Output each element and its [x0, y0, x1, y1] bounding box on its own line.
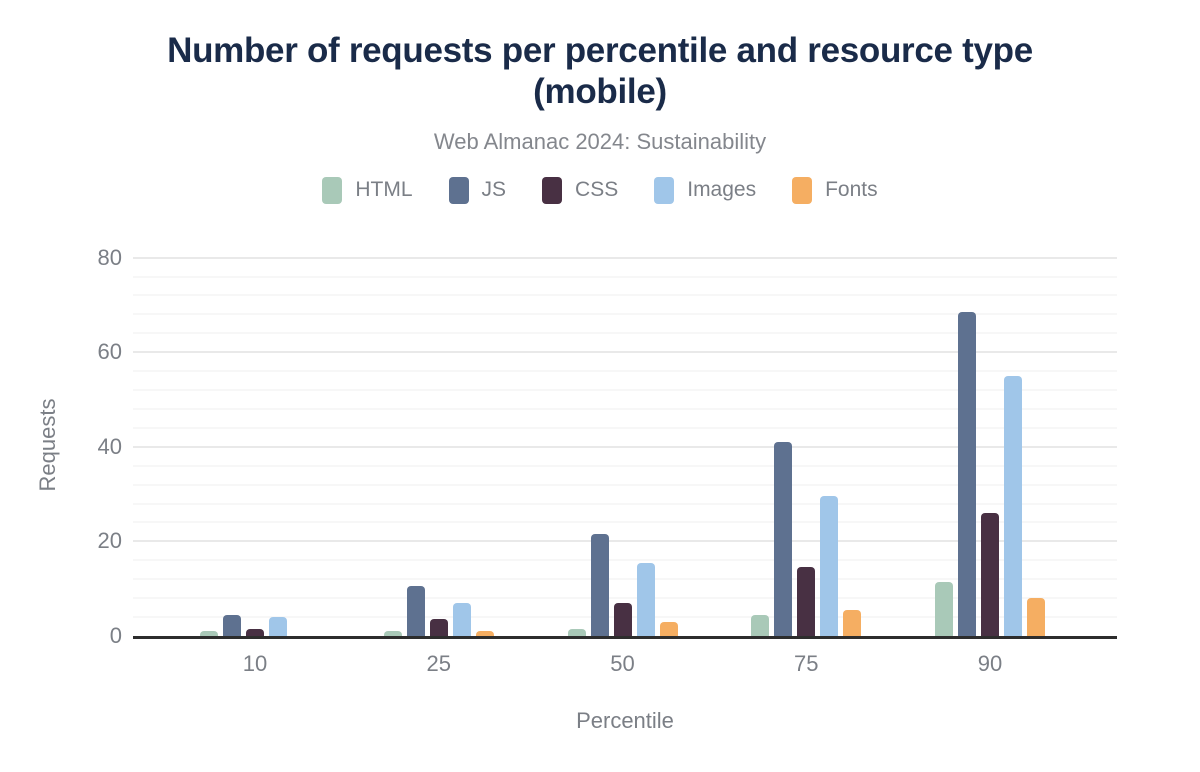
- legend-label: CSS: [575, 178, 619, 202]
- bar-images-p90[interactable]: [1004, 376, 1022, 636]
- chart-subtitle: Web Almanac 2024: Sustainability: [433, 128, 767, 154]
- chart-title: Number of requests per percentile and re…: [167, 31, 1033, 112]
- minor-gridline: [133, 313, 1117, 316]
- bar-js-p50[interactable]: [590, 534, 609, 636]
- x-tick-label: 75: [794, 651, 819, 676]
- major-gridline: [133, 256, 1117, 259]
- bar-html-p50[interactable]: [567, 629, 586, 636]
- minor-gridline: [133, 389, 1117, 392]
- x-tick-label: 10: [242, 651, 268, 676]
- minor-gridline: [133, 275, 1117, 278]
- minor-gridline: [133, 521, 1117, 524]
- minor-gridline: [133, 370, 1117, 373]
- bar-js-p25[interactable]: [406, 586, 425, 636]
- legend-label: HTML: [355, 178, 413, 202]
- legend-swatch-images: [654, 176, 675, 204]
- bar-images-p25[interactable]: [452, 603, 471, 636]
- major-gridline: [133, 351, 1117, 354]
- bar-fonts-p50[interactable]: [659, 622, 678, 636]
- bar-css-p10[interactable]: [246, 629, 264, 636]
- legend-label: Images: [687, 178, 757, 202]
- bar-html-p75[interactable]: [751, 615, 770, 636]
- bar-html-p25[interactable]: [383, 631, 402, 636]
- y-axis: 0 20 40 60 80: [0, 245, 122, 647]
- bar-js-p90[interactable]: [958, 312, 976, 636]
- bar-images-p50[interactable]: [636, 563, 655, 636]
- y-tick-label: 20: [97, 528, 122, 554]
- bar-js-p10[interactable]: [223, 615, 241, 636]
- minor-gridline: [133, 464, 1117, 467]
- minor-gridline: [133, 502, 1117, 505]
- plot-area: 10 25 50 75 90: [133, 252, 1117, 676]
- bar-group-p90: [935, 312, 1045, 636]
- legend-item-js: JS: [448, 176, 507, 204]
- bar-group-p10: [200, 615, 310, 636]
- y-tick-label: 60: [97, 339, 122, 365]
- minor-gridline: [133, 483, 1117, 486]
- bar-css-p50[interactable]: [613, 603, 632, 636]
- bar-group-p25: [383, 586, 494, 636]
- minor-gridline: [133, 426, 1117, 429]
- bar-images-p10[interactable]: [269, 617, 287, 636]
- legend: HTML JS CSS Images Fonts: [0, 176, 1200, 204]
- bar-group-p75: [751, 442, 862, 636]
- x-tick-label: 90: [977, 651, 1003, 676]
- bar-css-p90[interactable]: [981, 513, 999, 636]
- bar-css-p75[interactable]: [797, 567, 816, 636]
- bar-images-p75[interactable]: [820, 496, 839, 636]
- bar-css-p25[interactable]: [429, 619, 448, 636]
- x-axis-line: [133, 636, 1117, 639]
- bar-group-p50: [567, 534, 678, 636]
- legend-label: Fonts: [825, 178, 878, 202]
- legend-swatch-fonts: [792, 176, 813, 204]
- legend-item-fonts: Fonts: [792, 176, 878, 204]
- y-tick-label: 40: [97, 433, 122, 459]
- bar-fonts-p25[interactable]: [475, 631, 494, 636]
- minor-gridline: [133, 294, 1117, 297]
- legend-item-images: Images: [654, 176, 757, 204]
- legend-item-css: CSS: [542, 176, 619, 204]
- y-tick-label: 0: [109, 623, 122, 648]
- x-axis-title: Percentile: [576, 708, 674, 733]
- minor-gridline: [133, 597, 1117, 600]
- minor-gridline: [133, 578, 1117, 581]
- bar-fonts-p75[interactable]: [843, 610, 862, 636]
- major-gridline: [133, 540, 1117, 543]
- x-tick-label: 50: [610, 651, 635, 676]
- legend-swatch-js: [448, 176, 469, 204]
- legend-label: JS: [481, 178, 507, 202]
- legend-item-html: HTML: [322, 176, 413, 204]
- legend-swatch-html: [322, 176, 343, 204]
- major-gridline: [133, 445, 1117, 448]
- legend-swatch-css: [542, 176, 563, 204]
- minor-gridline: [133, 332, 1117, 335]
- bar-html-p90[interactable]: [935, 582, 953, 636]
- minor-gridline: [133, 559, 1117, 562]
- bar-fonts-p90[interactable]: [1027, 598, 1045, 636]
- bar-html-p10[interactable]: [200, 631, 218, 636]
- bar-js-p75[interactable]: [774, 442, 793, 636]
- x-tick-label: 25: [426, 651, 451, 676]
- y-tick-label: 80: [97, 244, 122, 270]
- minor-gridline: [133, 407, 1117, 410]
